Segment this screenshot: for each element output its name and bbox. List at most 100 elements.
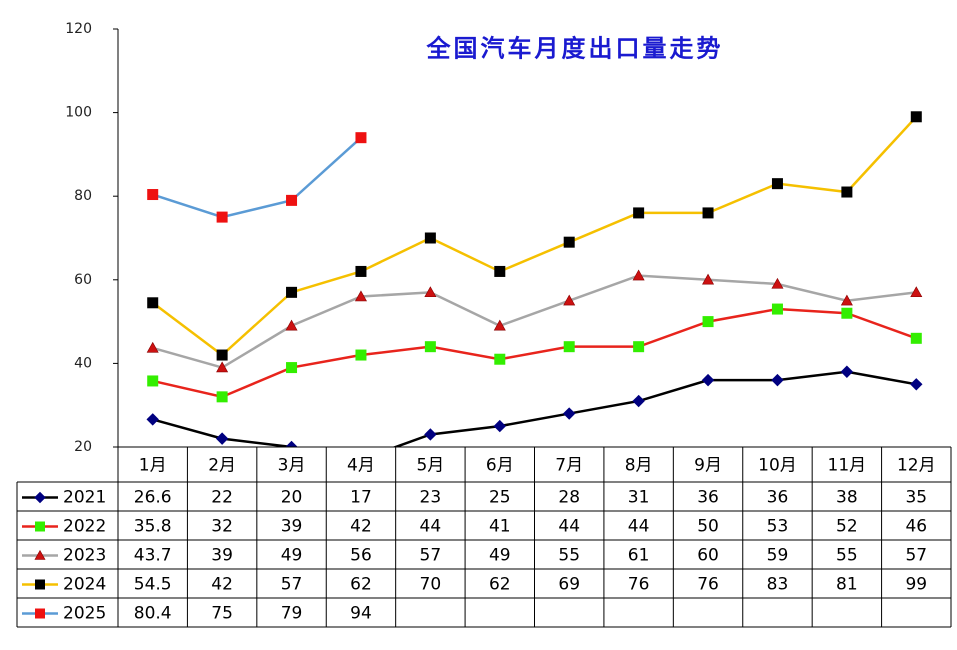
table-value: 60 [697, 546, 719, 566]
x-tick-label: 7月 [555, 456, 583, 476]
marker [563, 236, 575, 248]
marker [216, 391, 228, 403]
table-value: 49 [281, 546, 303, 566]
marker [355, 132, 367, 144]
table-value: 36 [697, 488, 719, 508]
y-tick-label: 80 [74, 188, 92, 204]
table-value: 36 [767, 488, 789, 508]
marker [910, 332, 922, 344]
marker [34, 549, 46, 560]
table-value: 79 [281, 604, 303, 624]
table-value: 39 [211, 546, 233, 566]
table-value: 54.5 [134, 575, 172, 595]
table-value: 28 [558, 488, 580, 508]
table-value: 17 [350, 488, 372, 508]
table-value: 75 [211, 604, 233, 624]
plot-area [146, 111, 923, 447]
table-value: 59 [767, 546, 789, 566]
table-value: 26.6 [134, 488, 172, 508]
series-line [152, 274, 917, 369]
marker [146, 413, 159, 426]
marker [702, 273, 715, 285]
table-value: 61 [628, 546, 650, 566]
table-value: 81 [836, 575, 858, 595]
table-value: 42 [211, 575, 233, 595]
marker [841, 307, 853, 319]
marker [216, 349, 228, 361]
marker [494, 265, 506, 277]
marker [494, 353, 506, 365]
x-tick-label: 12月 [897, 456, 936, 476]
marker [841, 186, 853, 198]
table-value: 62 [489, 575, 511, 595]
table-value: 70 [420, 575, 442, 595]
chart-title: 全国汽车月度出口量走势 [426, 34, 724, 63]
x-tick-label: 10月 [758, 456, 797, 476]
marker [424, 286, 437, 298]
marker [702, 207, 714, 219]
marker [840, 294, 853, 306]
marker [771, 303, 783, 315]
x-tick-label: 9月 [694, 456, 722, 476]
table-value: 44 [558, 517, 580, 537]
table-value: 44 [420, 517, 442, 537]
marker [146, 341, 159, 353]
marker [35, 579, 45, 590]
series-line [152, 136, 362, 219]
table-value: 32 [211, 517, 233, 537]
table-value: 41 [489, 517, 511, 537]
marker [771, 373, 784, 387]
table-value: 55 [558, 546, 580, 566]
table-value: 46 [905, 517, 927, 537]
marker [563, 294, 576, 306]
marker [286, 362, 298, 374]
table-value: 57 [905, 546, 927, 566]
y-tick-label: 60 [74, 272, 92, 288]
y-tick-label: 100 [65, 105, 92, 121]
marker [354, 290, 367, 302]
table-value: 25 [489, 488, 511, 508]
table-value: 69 [558, 575, 580, 595]
x-tick-label: 3月 [278, 456, 306, 476]
marker [286, 194, 298, 206]
x-tick-label: 1月 [139, 456, 167, 476]
table-value: 57 [281, 575, 303, 595]
table-value: 62 [350, 575, 372, 595]
y-tick-label: 120 [65, 21, 92, 37]
marker [771, 178, 783, 190]
legend-label: 2022 [63, 517, 106, 537]
x-tick-label: 11月 [828, 456, 867, 476]
table-value: 56 [350, 546, 372, 566]
x-tick-label: 5月 [416, 456, 444, 476]
table-value: 44 [628, 517, 650, 537]
marker [285, 440, 298, 447]
table-value: 50 [697, 517, 719, 537]
marker [493, 419, 506, 433]
marker [702, 316, 714, 328]
series-line [152, 370, 917, 447]
marker [424, 341, 436, 353]
marker [424, 232, 436, 244]
table-value: 35.8 [134, 517, 172, 537]
marker [563, 341, 575, 353]
marker [910, 286, 923, 298]
x-tick-label: 8月 [625, 456, 653, 476]
table-value: 94 [350, 604, 372, 624]
marker [286, 286, 298, 298]
marker [355, 349, 367, 361]
marker [216, 361, 229, 373]
table-value: 42 [350, 517, 372, 537]
marker [701, 373, 715, 387]
marker [147, 375, 159, 387]
y-tick-label: 20 [74, 439, 92, 455]
marker [285, 319, 298, 331]
table-value: 39 [281, 517, 303, 537]
table-value: 22 [211, 488, 233, 508]
table-value: 52 [836, 517, 858, 537]
series-line [151, 115, 918, 357]
marker [633, 207, 645, 219]
marker [632, 269, 645, 281]
marker [34, 491, 46, 504]
y-tick-label: 40 [74, 355, 92, 371]
